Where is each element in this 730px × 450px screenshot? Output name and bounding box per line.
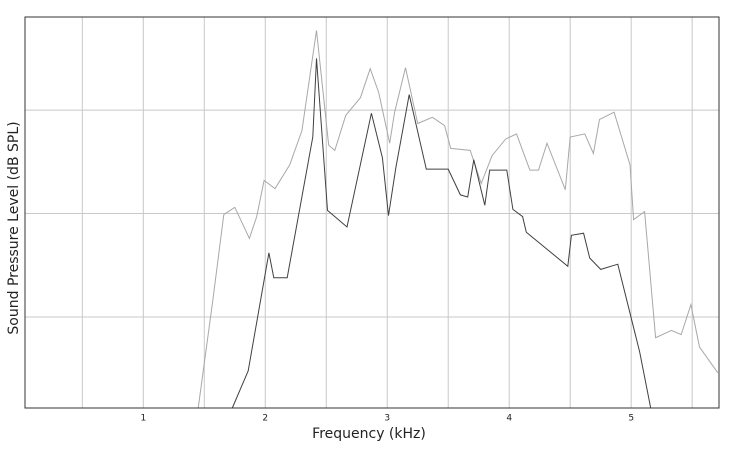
x-tick-label: 3 [384, 414, 390, 424]
plot-frame [24, 16, 720, 409]
x-tick-label: 1 [140, 414, 146, 424]
x-axis-title: Frequency (kHz) [312, 426, 426, 442]
data-line [231, 58, 652, 409]
x-tick-label: 2 [262, 414, 268, 424]
x-tick-label: 5 [628, 414, 634, 424]
x-tick-label: 4 [506, 414, 512, 424]
data-line [197, 30, 719, 409]
y-axis-title: Sound Pressure Level (dB SPL) [6, 121, 22, 334]
